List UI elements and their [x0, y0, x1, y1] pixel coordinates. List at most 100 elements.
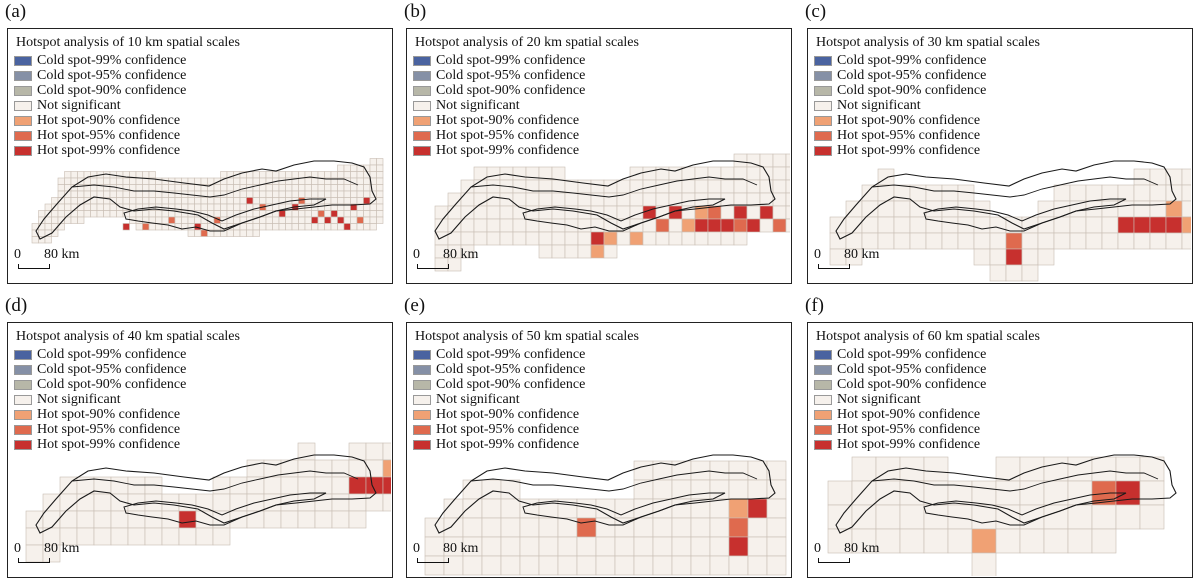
grid-cell [155, 216, 163, 224]
legend-swatch [14, 349, 32, 360]
grid-cell [481, 555, 502, 576]
grid-cell [486, 166, 501, 181]
grid-cell [291, 171, 299, 179]
legend-label: Hot spot-95% confidence [837, 422, 981, 437]
grid-cell [298, 210, 306, 218]
grid-cell [93, 493, 112, 512]
legend-label: Hot spot-95% confidence [37, 422, 181, 437]
hot-spot-cell [720, 218, 735, 233]
grid-cell [746, 205, 761, 220]
hot-spot-cell [1005, 232, 1023, 250]
grid-cell [252, 223, 260, 231]
hot-spot-cell [246, 197, 254, 205]
grid-cell [200, 197, 208, 205]
panel-b: (b) Hotspot analysis of 20 km spatial sca… [404, 0, 796, 290]
grid-cell [337, 171, 345, 179]
legend-item: Hot spot-95% confidence [413, 422, 585, 437]
grid-cell [500, 517, 521, 538]
legend-swatch [413, 55, 431, 66]
grid-cell [629, 179, 644, 194]
grid-cell [285, 171, 293, 179]
grid-cell [311, 210, 319, 218]
scale-zero: 0 [814, 247, 821, 262]
grid-cell [127, 527, 146, 546]
legend-item: Not significant [14, 392, 186, 407]
map-title: Hotspot analysis of 30 km spatial scales [816, 35, 1040, 50]
grid-cell [443, 517, 464, 538]
grid-cell [519, 517, 540, 538]
grid-cell [220, 184, 228, 192]
hot-spot-cell [728, 517, 749, 538]
grid-cell [447, 218, 462, 233]
legend: Cold spot-99% confidence Cold spot-95% co… [413, 347, 585, 452]
grid-cell [363, 210, 371, 218]
grid-cell [1053, 232, 1071, 250]
grid-cell [616, 218, 631, 233]
grid-cell [785, 192, 790, 207]
grid-cell [709, 498, 730, 519]
grid-cell [76, 510, 95, 529]
grid-cell [129, 197, 137, 205]
grid-cell [642, 192, 657, 207]
scale-zero: 0 [14, 541, 21, 556]
grid-cell [155, 184, 163, 192]
grid-cell [759, 218, 774, 233]
hot-spot-cell [1149, 216, 1167, 234]
grid-cell [263, 459, 282, 478]
grid-cell [1165, 184, 1183, 202]
grid-cell [500, 555, 521, 576]
legend-label: Cold spot-95% confidence [837, 68, 987, 83]
grid-cell [369, 203, 377, 211]
grid-cell [538, 218, 553, 233]
grid-cell [42, 544, 61, 563]
grid-cell [690, 517, 711, 538]
legend-label: Hot spot-95% confidence [436, 422, 580, 437]
legend-swatch [814, 145, 832, 156]
scale-distance: 80 km [443, 247, 479, 262]
legend-label: Hot spot-90% confidence [436, 407, 580, 422]
legend-swatch [814, 349, 832, 360]
scale-bar-line [417, 264, 449, 269]
grid-cell [212, 476, 231, 495]
grid-cell [629, 192, 644, 207]
legend-swatch [14, 55, 32, 66]
grid-cell [707, 179, 722, 194]
legend-label: Cold spot-90% confidence [37, 377, 187, 392]
grid-cell [226, 197, 234, 205]
legend-swatch [814, 130, 832, 141]
grid-cell [144, 510, 163, 529]
legend-swatch [413, 409, 431, 420]
grid-cell [324, 190, 332, 198]
grid-cell [709, 460, 730, 481]
hot-spot-cell [707, 218, 722, 233]
grid-cell [995, 480, 1021, 506]
map-frame: Hotspot analysis of 20 km spatial scales… [406, 28, 792, 284]
grid-cell [265, 184, 273, 192]
grid-cell [1181, 168, 1191, 186]
grid-cell [337, 190, 345, 198]
grid-cell [343, 197, 351, 205]
grid-cell [690, 536, 711, 557]
grid-cell [233, 216, 241, 224]
map-title: Hotspot analysis of 50 km spatial scales [415, 329, 639, 344]
legend-item: Cold spot-99% confidence [14, 53, 186, 68]
grid-cell [681, 179, 696, 194]
grid-cell [155, 197, 163, 205]
grid-cell [486, 218, 501, 233]
region-boundary [835, 160, 1177, 240]
grid-cell [304, 190, 312, 198]
grid-cell [181, 216, 189, 224]
panel-d: (d) Hotspot analysis of 40 km spatial sca… [5, 294, 397, 584]
grid-cell [161, 527, 180, 546]
grid-cell [1117, 200, 1135, 218]
grid-cell [473, 231, 488, 246]
grid-cell [148, 210, 156, 218]
grid-cell [337, 184, 345, 192]
grid-cell [460, 192, 475, 207]
grid-cell [278, 216, 286, 224]
grid-cell [265, 197, 273, 205]
hot-spot-cell [1133, 216, 1151, 234]
grid-cell [155, 210, 163, 218]
grid-cell [365, 442, 384, 461]
grid-cell [746, 192, 761, 207]
